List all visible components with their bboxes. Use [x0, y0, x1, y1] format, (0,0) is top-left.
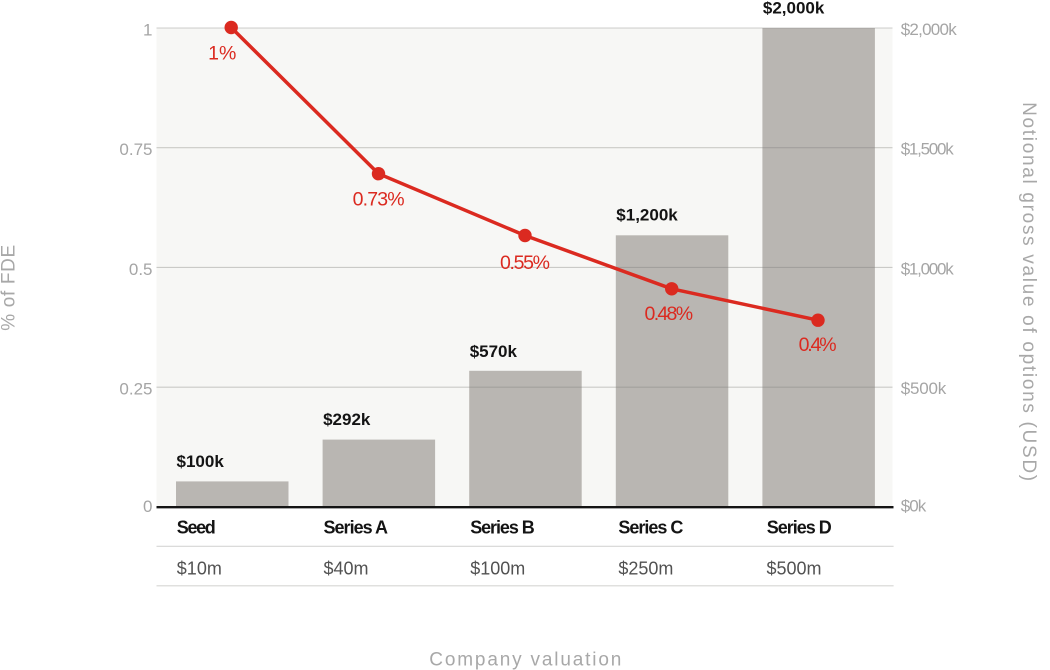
svg-text:0.48%: 0.48%: [645, 303, 694, 325]
svg-text:$0k: $0k: [901, 496, 927, 515]
svg-text:Seed: Seed: [177, 518, 216, 538]
svg-text:Series A: Series A: [324, 518, 389, 538]
svg-text:0.4%: 0.4%: [799, 334, 837, 356]
svg-text:$292k: $292k: [323, 410, 371, 429]
svg-text:0.73%: 0.73%: [353, 188, 405, 210]
svg-text:$10m: $10m: [177, 558, 222, 578]
svg-text:$570k: $570k: [470, 342, 518, 361]
svg-text:Notional gross value of option: Notional gross value of options (USD): [1018, 102, 1039, 481]
svg-text:0: 0: [143, 497, 152, 516]
svg-text:$100m: $100m: [470, 558, 525, 578]
svg-text:$250m: $250m: [618, 558, 673, 578]
svg-text:$2,000k: $2,000k: [763, 0, 825, 18]
svg-text:% of FDE: % of FDE: [0, 245, 20, 331]
svg-text:$1,000k: $1,000k: [901, 259, 955, 278]
svg-text:$500m: $500m: [767, 558, 822, 578]
svg-text:1%: 1%: [208, 43, 236, 65]
svg-text:$40m: $40m: [324, 558, 369, 578]
svg-text:Series D: Series D: [767, 518, 832, 538]
svg-text:$1,500k: $1,500k: [901, 140, 955, 159]
svg-text:0.5: 0.5: [129, 260, 153, 279]
svg-text:Series C: Series C: [618, 518, 683, 538]
svg-text:$100k: $100k: [177, 452, 225, 471]
svg-text:0.25: 0.25: [119, 380, 152, 399]
svg-text:Series B: Series B: [470, 518, 535, 538]
svg-text:$2,000k: $2,000k: [901, 20, 958, 39]
svg-text:1: 1: [143, 20, 152, 39]
svg-text:0.75: 0.75: [119, 140, 152, 159]
svg-text:0.55%: 0.55%: [500, 252, 550, 274]
svg-text:Company valuation: Company valuation: [429, 649, 621, 670]
svg-text:$1,200k: $1,200k: [616, 206, 678, 225]
svg-text:$500k: $500k: [901, 379, 947, 398]
